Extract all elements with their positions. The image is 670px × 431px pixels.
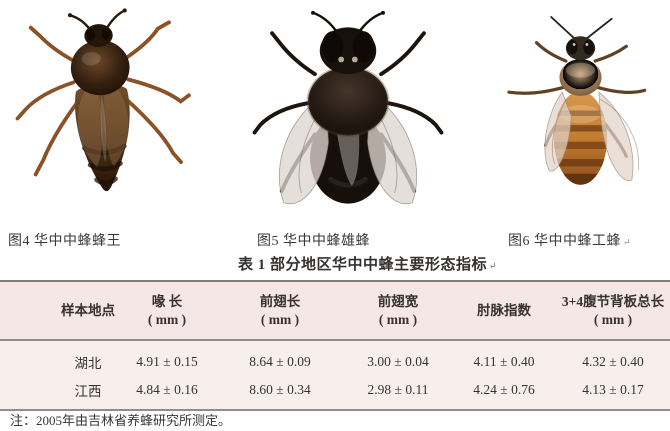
table-top-rule <box>0 280 670 282</box>
figure4-caption: 图4 华中中蜂蜂王 <box>8 234 121 249</box>
queen-bee-image <box>15 8 191 192</box>
cell-value: 2.98 ± 0.11 <box>367 382 429 397</box>
col-header-forewing-length: 前翅长 ( mm ) <box>259 293 301 327</box>
col-header-forewing-width: 前翅宽 ( mm ) <box>377 293 419 327</box>
col-header-cubital-index: 肘脉指数 <box>477 302 531 318</box>
table-header-row: 样本地点 喙 长 ( mm ) 前翅长 ( mm ) 前翅宽 ( mm ) 肘脉… <box>0 282 670 339</box>
table-mid-rule <box>0 339 670 341</box>
drone-bee-image <box>252 10 444 205</box>
cell-value: 3.00 ± 0.04 <box>367 354 429 369</box>
table-row-hubei: 湖北 4.91 ± 0.15 8.64 ± 0.09 3.00 ± 0.04 4… <box>0 348 670 376</box>
cell-location: 湖北 <box>74 356 102 371</box>
cell-value: 4.11 ± 0.40 <box>473 354 535 369</box>
paragraph-mark: ↵ <box>489 261 498 271</box>
worker-bee-image <box>507 16 647 185</box>
table-body: 湖北 4.91 ± 0.15 8.64 ± 0.09 3.00 ± 0.04 4… <box>0 341 670 409</box>
cell-location: 江西 <box>74 384 102 399</box>
cell-value: 8.64 ± 0.09 <box>249 354 311 369</box>
cell-value: 4.91 ± 0.15 <box>136 354 198 369</box>
col-header-tergite-length: 3+4腹节背板总长 ( mm ) <box>561 293 665 327</box>
table-row-jiangxi: 江西 4.84 ± 0.16 8.60 ± 0.34 2.98 ± 0.11 4… <box>0 376 670 404</box>
cell-value: 8.60 ± 0.34 <box>249 382 311 397</box>
table-bottom-rule <box>0 409 670 411</box>
paragraph-mark: ↵ <box>623 237 632 247</box>
col-header-proboscis-length: 喙 长 ( mm ) <box>147 293 187 327</box>
table-title: 表 1 部分地区华中中蜂主要形态指标 ↵ <box>238 257 498 273</box>
table-footnote: 注：2005年由吉林省养蜂研究所测定。 <box>10 413 232 428</box>
cell-value: 4.13 ± 0.17 <box>582 382 644 397</box>
figure5-caption: 图5 华中中蜂雄蜂 <box>257 234 370 249</box>
cell-value: 4.24 ± 0.76 <box>473 382 535 397</box>
cell-value: 4.84 ± 0.16 <box>136 382 198 397</box>
figure6-caption: 图6 华中中蜂工蜂 ↵ <box>508 234 632 249</box>
morphology-table: 样本地点 喙 长 ( mm ) 前翅长 ( mm ) 前翅宽 ( mm ) 肘脉… <box>0 280 670 411</box>
cell-value: 4.32 ± 0.40 <box>582 354 644 369</box>
col-header-sample-location: 样本地点 <box>61 302 115 318</box>
